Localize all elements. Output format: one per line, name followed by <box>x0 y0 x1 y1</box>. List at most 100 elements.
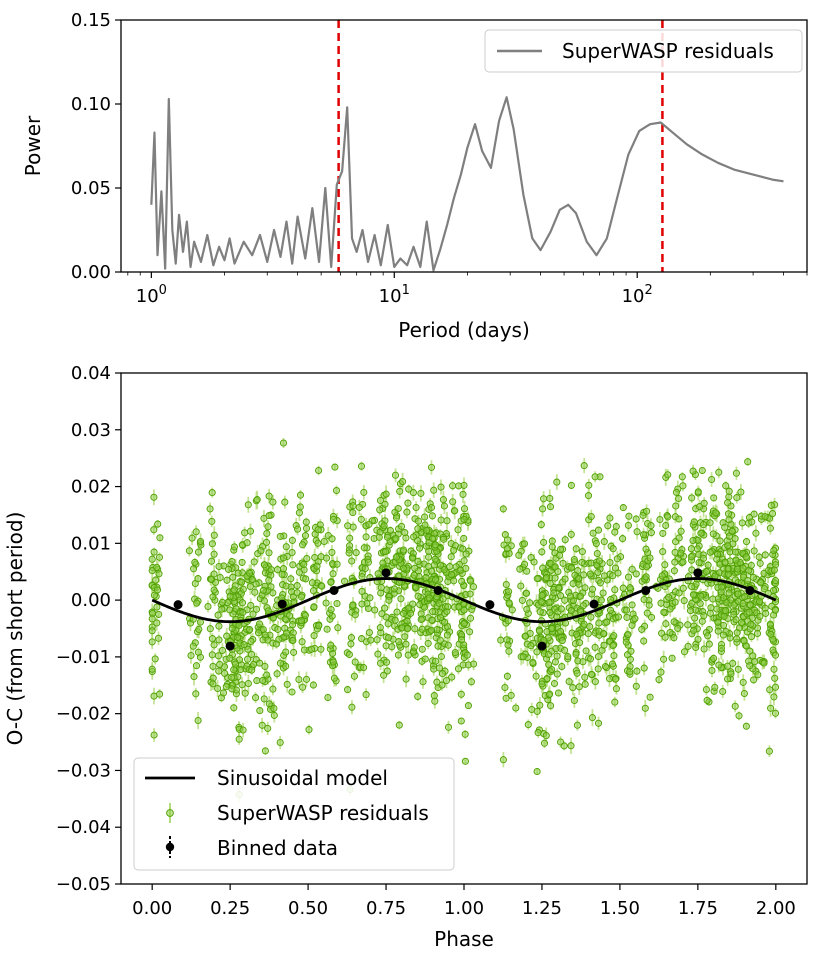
residual-point <box>401 529 409 537</box>
oc-legend: Sinusoidal model SuperWASP residuals Binne… <box>133 757 455 871</box>
residual-point <box>460 515 468 523</box>
residual-point <box>747 633 756 641</box>
residual-point <box>613 555 621 563</box>
residual-point <box>610 652 618 660</box>
residual-point <box>628 565 636 573</box>
residual-point <box>567 530 575 538</box>
residual-point <box>276 738 284 747</box>
residual-point <box>611 675 619 683</box>
residual-point <box>731 548 740 556</box>
residual-point <box>320 537 328 546</box>
residual-point <box>397 595 405 603</box>
residual-point <box>382 490 390 498</box>
residual-point <box>526 629 534 637</box>
residual-point <box>421 655 429 663</box>
residual-point <box>457 717 465 725</box>
residual-point <box>462 550 470 558</box>
residual-point <box>289 621 297 629</box>
residual-point <box>762 609 770 617</box>
residual-point <box>279 554 288 562</box>
residual-point <box>499 505 507 513</box>
residual-point <box>276 659 284 667</box>
oc-ytick-label-10: −0.05 <box>56 874 111 895</box>
residual-point <box>752 529 760 537</box>
residual-point <box>430 665 438 673</box>
residual-point <box>365 520 373 528</box>
residual-point <box>374 570 382 578</box>
residual-point <box>539 505 547 513</box>
residual-point <box>385 634 393 642</box>
residual-point <box>290 648 298 656</box>
residual-point <box>609 545 617 553</box>
residual-point <box>410 571 418 579</box>
residual-point <box>295 675 303 684</box>
residual-point <box>657 668 665 676</box>
residual-point <box>194 716 202 725</box>
residual-point <box>210 641 218 649</box>
residual-point <box>561 646 569 654</box>
residual-point <box>690 518 698 526</box>
residual-point <box>724 510 733 518</box>
residual-point <box>208 517 216 525</box>
residual-point <box>384 620 392 628</box>
residual-point <box>244 655 252 663</box>
residual-point <box>381 548 390 556</box>
residual-point <box>694 635 702 643</box>
periodogram-xtick-label-3: 102 <box>622 283 653 307</box>
residual-point <box>578 558 586 566</box>
binned-point-1 <box>173 600 183 610</box>
residual-point <box>442 676 451 685</box>
residual-point <box>416 544 424 552</box>
residual-point <box>742 538 751 546</box>
residual-point <box>249 610 257 618</box>
oc-xtick-label-5: 1.00 <box>444 898 484 919</box>
residual-point <box>687 553 695 561</box>
residual-point <box>725 532 733 540</box>
residual-point <box>547 702 555 710</box>
residual-point <box>232 605 240 613</box>
residual-point <box>328 548 336 556</box>
residual-point <box>318 582 326 590</box>
residual-point <box>434 642 442 650</box>
residual-point <box>659 529 667 537</box>
residual-point <box>358 573 366 581</box>
residual-point <box>152 576 160 584</box>
residual-point <box>238 558 246 566</box>
residual-point <box>215 622 223 630</box>
residual-point <box>347 634 355 642</box>
residual-point <box>454 665 463 673</box>
residual-point <box>447 553 455 561</box>
residual-point <box>695 559 703 567</box>
residual-point <box>289 636 297 645</box>
residual-point <box>760 659 768 667</box>
residual-point <box>422 574 430 582</box>
periodogram-ytick-label-1: 0.00 <box>71 262 111 283</box>
residual-point <box>402 640 410 648</box>
residual-point <box>153 619 161 627</box>
residual-point <box>671 598 679 606</box>
residual-point <box>537 598 545 606</box>
residual-point <box>399 478 407 486</box>
residual-point <box>662 521 670 530</box>
residual-point <box>331 463 339 471</box>
residual-point <box>677 549 685 557</box>
residual-point <box>648 613 656 621</box>
residual-point <box>609 572 617 580</box>
residual-point <box>586 655 595 663</box>
residual-point <box>351 611 359 619</box>
oc-xlabel: Phase <box>434 927 494 951</box>
residual-point <box>684 642 692 650</box>
residual-point <box>156 534 164 542</box>
residual-point <box>675 534 683 542</box>
residual-point <box>210 531 218 539</box>
residual-point <box>612 685 620 693</box>
residual-point <box>150 731 158 739</box>
residual-point <box>457 690 465 698</box>
residual-point <box>381 604 389 612</box>
residual-point <box>552 645 560 653</box>
residual-point <box>722 607 730 615</box>
residual-point <box>609 642 617 650</box>
residual-point <box>582 647 590 655</box>
residual-point <box>569 580 577 588</box>
residual-point <box>259 676 267 685</box>
